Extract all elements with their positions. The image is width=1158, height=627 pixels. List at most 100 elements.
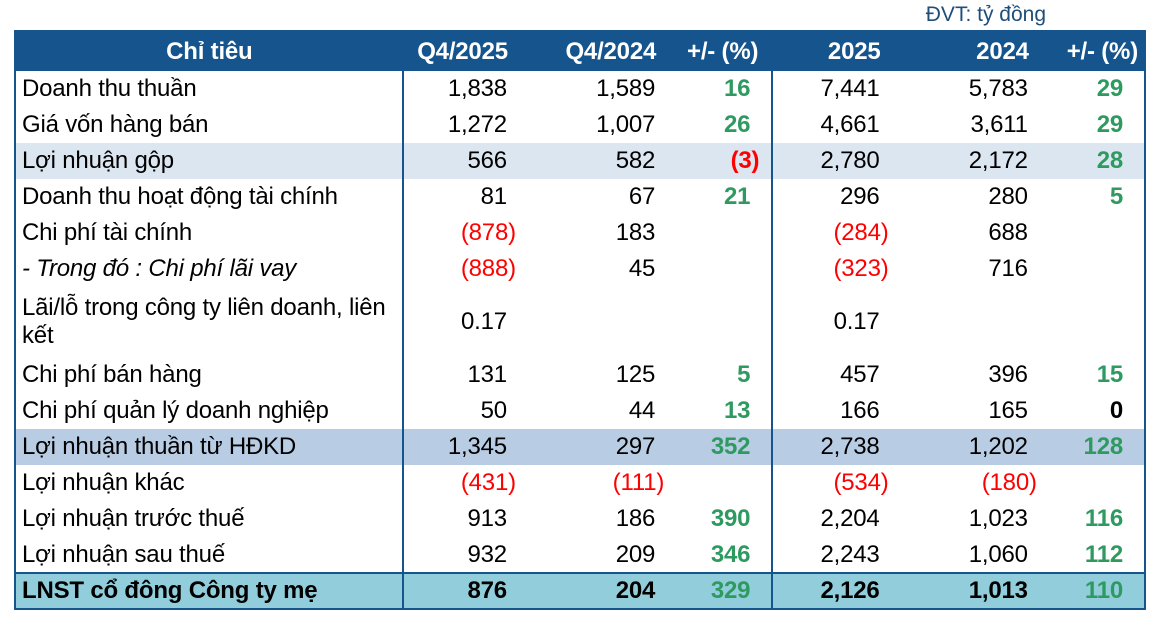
cell-value: 1,060 — [968, 540, 1028, 568]
cell-value: (534) — [833, 469, 889, 496]
row-label: Lợi nhuận sau thuế — [15, 537, 404, 573]
column-header: 2025 — [772, 31, 901, 71]
cell-value: 913 — [467, 505, 507, 532]
cell-value: 165 — [988, 397, 1028, 424]
cell-value: (323) — [833, 255, 889, 282]
cell-value: 128 — [1048, 429, 1145, 465]
cell-value: 183 — [615, 219, 656, 246]
cell-value: (3) — [676, 143, 774, 179]
cell-value: 13 — [676, 393, 774, 429]
cell-value: 4,661 — [820, 111, 880, 138]
table-row: Chi phí quản lý doanh nghiệp 50 44 13 166 165… — [15, 393, 1145, 429]
unit-label: ĐVT: tỷ đồng — [925, 3, 1046, 26]
column-header: +/- (%) — [1048, 31, 1145, 71]
cell-value: 1,023 — [968, 505, 1028, 532]
cell-value: 296 — [840, 183, 880, 210]
cell-value: 2,204 — [820, 505, 880, 532]
cell-value: 116 — [1084, 505, 1123, 532]
cell-value: 1,838 — [447, 75, 507, 102]
cell-value: 44 — [628, 397, 656, 424]
cell-value: 688 — [988, 219, 1028, 246]
row-label: Doanh thu thuần — [15, 71, 404, 107]
row-label: Lợi nhuận thuần từ HĐKD — [15, 429, 404, 465]
cell-value: 166 — [840, 397, 880, 424]
row-label: Lợi nhuận trước thuế — [15, 501, 404, 537]
cell-value: 7,441 — [820, 75, 880, 102]
cell-value: 110 — [1048, 572, 1145, 609]
cell-value: 0.17 — [833, 308, 880, 335]
cell-value — [676, 215, 774, 251]
cell-value: 28 — [1048, 143, 1145, 179]
cell-value: (878) — [460, 219, 516, 246]
table-row: LNST cổ đông Công ty mẹ 876 204 329 2,126 1,0… — [15, 572, 1145, 609]
table-row: Lợi nhuận khác (431) (111) (534) (180) — [15, 465, 1145, 501]
cell-value: 21 — [676, 179, 774, 215]
cell-value — [901, 287, 1049, 357]
column-header: +/- (%) — [676, 31, 773, 71]
cell-value: 131 — [467, 361, 507, 388]
cell-value: (111) — [612, 469, 665, 496]
row-label: Chi phí quản lý doanh nghiệp — [15, 393, 404, 429]
cell-value — [1049, 287, 1145, 357]
cell-value: 329 — [676, 572, 774, 609]
cell-value: (888) — [460, 255, 516, 282]
cell-value: 26 — [676, 107, 774, 143]
row-label: Doanh thu hoạt động tài chính — [15, 179, 404, 215]
cell-value: 297 — [527, 429, 677, 465]
cell-value: 390 — [676, 501, 774, 537]
cell-value: 5 — [676, 357, 774, 393]
row-label: Lãi/lỗ trong công ty liên doanh, liên kế… — [15, 287, 404, 357]
cell-value: 67 — [628, 183, 656, 210]
table-row: Chi phí bán hàng 131 125 5 457 396 15 — [15, 357, 1145, 393]
table-row: Lợi nhuận sau thuế 932 209 346 2,243 1,060 112 — [15, 537, 1145, 573]
cell-value: 3,611 — [970, 111, 1028, 138]
cell-value: 29 — [1096, 75, 1123, 102]
cell-value — [676, 465, 774, 501]
cell-value: 566 — [402, 143, 528, 179]
table-row: Lãi/lỗ trong công ty liên doanh, liên kế… — [15, 287, 1145, 357]
income-statement-table: Chỉ tiêu Q4/2025 Q4/2024 +/- (%) 2025 2024 +/-… — [14, 30, 1146, 610]
cell-value: 112 — [1084, 540, 1123, 568]
row-label: Lợi nhuận khác — [15, 465, 404, 501]
cell-value: 0.17 — [460, 308, 507, 335]
cell-value: 1,007 — [596, 111, 656, 138]
row-label: Chi phí bán hàng — [15, 357, 404, 393]
row-label: - Trong đó : Chi phí lãi vay — [15, 251, 404, 287]
cell-value — [676, 251, 774, 287]
cell-value: 876 — [402, 572, 528, 609]
table-header: Chỉ tiêu Q4/2025 Q4/2024 +/- (%) 2025 2024 +/-… — [15, 31, 1145, 71]
cell-value: 1,345 — [402, 429, 528, 465]
cell-value: 29 — [1096, 111, 1123, 138]
table-body: Doanh thu thuần 1,838 1,589 16 7,441 5,783 29 G… — [15, 71, 1145, 609]
cell-value: 209 — [615, 540, 656, 568]
cell-value: 2,738 — [772, 429, 901, 465]
table-row: Doanh thu thuần 1,838 1,589 16 7,441 5,783 29 — [15, 71, 1145, 107]
cell-value — [1049, 465, 1145, 501]
cell-value: 16 — [676, 71, 774, 107]
cell-value: 1,272 — [447, 111, 507, 138]
table-row: Doanh thu hoạt động tài chính 81 67 21 296 28… — [15, 179, 1145, 215]
cell-value: 582 — [527, 143, 677, 179]
cell-value: 396 — [988, 361, 1028, 388]
cell-value: 2,780 — [772, 143, 901, 179]
table-row: - Trong đó : Chi phí lãi vay (888) 45 (323)… — [15, 251, 1145, 287]
cell-value: 0 — [1109, 397, 1123, 424]
header-row: Chỉ tiêu Q4/2025 Q4/2024 +/- (%) 2025 2024 +/-… — [15, 31, 1145, 71]
cell-value: 1,013 — [900, 572, 1049, 609]
cell-value: 932 — [467, 540, 507, 568]
table-row: Lợi nhuận trước thuế 913 186 390 2,204 1,023 1… — [15, 501, 1145, 537]
cell-value: 45 — [628, 255, 656, 282]
cell-value: 5 — [1109, 183, 1123, 210]
cell-value: 716 — [988, 255, 1028, 282]
row-label: LNST cổ đông Công ty mẹ — [15, 572, 404, 609]
table-row: Lợi nhuận thuần từ HĐKD 1,345 297 352 2,738 1… — [15, 429, 1145, 465]
column-header: Chỉ tiêu — [15, 31, 403, 71]
cell-value: 2,172 — [900, 143, 1049, 179]
cell-value: 352 — [676, 429, 774, 465]
cell-value: 81 — [480, 183, 507, 210]
cell-value: 280 — [988, 183, 1028, 210]
cell-value: 125 — [615, 361, 656, 388]
cell-value: 1,202 — [900, 429, 1049, 465]
table-row: Lợi nhuận gộp 566 582 (3) 2,780 2,172 28 — [15, 143, 1145, 179]
